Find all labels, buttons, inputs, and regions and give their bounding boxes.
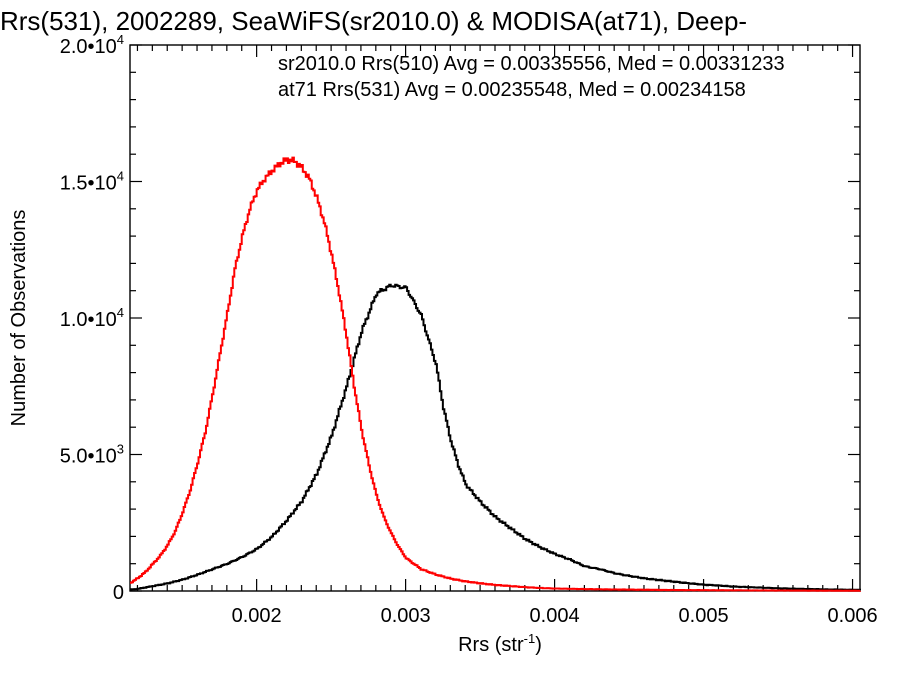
x-tick-label: 0.004 [530,605,580,627]
chart-title: Rrs(531), 2002289, SeaWiFS(sr2010.0) & M… [0,6,747,36]
series-at71-red [130,156,861,592]
x-tick-label: 0.003 [381,605,431,627]
x-axis-label-superscript: -1 [524,631,536,646]
legend-entry-red: at71 Rrs(531) Avg = 0.00235548, Med = 0.… [278,79,746,101]
y-axis: 0 5.0•103 1.0•104 1.5•104 2.0•104 [60,32,860,604]
series-sr2010-black [130,283,861,591]
legend-entry-black: sr2010.0 Rrs(510) Avg = 0.00335556, Med … [278,53,785,75]
x-axis: 0.002 0.003 0.004 0.005 0.006 [136,45,878,627]
x-tick-label: 0.006 [828,605,878,627]
x-tick-label: 0.002 [232,605,282,627]
x-axis-label: Rrs (str-1) [458,631,542,656]
y-tick-label: 1.0•104 [60,305,124,331]
y-tick-label: 2.0•104 [60,32,124,58]
y-axis-label: Number of Observations [8,210,30,427]
x-tick-label: 0.005 [679,605,729,627]
series-layer [130,156,861,592]
y-tick-label: 1.5•104 [60,169,124,195]
plot-frame [129,44,861,592]
y-tick-label: 0 [113,582,124,604]
y-tick-label: 5.0•103 [60,442,124,468]
